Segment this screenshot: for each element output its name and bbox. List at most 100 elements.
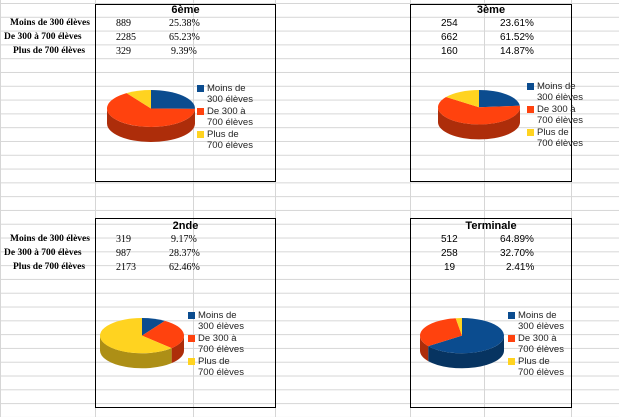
percent-cell[interactable]: 61.52% bbox=[500, 32, 534, 43]
percent-cell[interactable]: 2.41% bbox=[506, 262, 535, 273]
percent-cell[interactable]: 9.17% bbox=[171, 234, 197, 245]
percent-cell[interactable]: 65.23% bbox=[169, 32, 200, 43]
chart-frame-terminale[interactable] bbox=[410, 218, 572, 408]
row-label: Moins de 300 élèves bbox=[10, 234, 90, 244]
legend-label: Moins de 300 élèves bbox=[207, 83, 253, 105]
chart-legend: Moins de 300 élèves De 300 à 700 élèves … bbox=[188, 310, 244, 380]
count-cell[interactable]: 329 bbox=[116, 46, 131, 57]
pie-chart-3eme bbox=[438, 90, 520, 140]
pie-slice-side bbox=[420, 335, 429, 362]
pie-slice bbox=[151, 90, 195, 109]
block-title: Terminale bbox=[465, 220, 517, 232]
legend-item: Plus de 700 élèves bbox=[527, 127, 583, 149]
legend-swatch bbox=[188, 335, 195, 342]
percent-cell[interactable]: 64.89% bbox=[500, 234, 534, 245]
legend-item: Plus de 700 élèves bbox=[188, 356, 244, 378]
column-divider bbox=[484, 0, 485, 417]
count-cell[interactable]: 2285 bbox=[116, 32, 136, 43]
count-cell[interactable]: 160 bbox=[441, 46, 458, 57]
count-cell[interactable]: 987 bbox=[116, 248, 131, 259]
legend-item: Plus de 700 élèves bbox=[508, 356, 564, 378]
legend-swatch bbox=[508, 358, 515, 365]
pie-slice bbox=[455, 318, 462, 336]
pie-chart-terminale bbox=[420, 318, 504, 369]
legend-item: Moins de 300 élèves bbox=[527, 81, 583, 103]
pie-slice bbox=[126, 90, 151, 109]
pie-chart-6eme bbox=[107, 90, 195, 142]
column-divider bbox=[571, 0, 572, 417]
legend-swatch bbox=[197, 108, 204, 115]
chart-legend: Moins de 300 élèves De 300 à 700 élèves … bbox=[527, 81, 583, 151]
legend-item: Plus de 700 élèves bbox=[197, 129, 253, 151]
pie-slice bbox=[99, 318, 172, 354]
legend-item: De 300 à 700 élèves bbox=[508, 333, 564, 355]
pie-slice-side bbox=[171, 335, 184, 364]
block-title: 2nde bbox=[172, 220, 199, 232]
chart-frame-2nde[interactable] bbox=[95, 218, 276, 408]
count-cell[interactable]: 258 bbox=[441, 248, 458, 259]
pie-slice bbox=[142, 318, 165, 336]
count-cell[interactable]: 319 bbox=[116, 234, 131, 245]
legend-label: Plus de 700 élèves bbox=[537, 127, 583, 149]
legend-label: Moins de 300 élèves bbox=[537, 81, 583, 103]
column-divider bbox=[275, 0, 276, 417]
legend-label: De 300 à 700 élèves bbox=[518, 333, 564, 355]
percent-cell[interactable]: 32.70% bbox=[500, 248, 534, 259]
legend-label: Plus de 700 élèves bbox=[518, 356, 564, 378]
legend-item: De 300 à 700 élèves bbox=[197, 106, 253, 128]
pie-slice bbox=[107, 93, 195, 127]
legend-item: Moins de 300 élèves bbox=[197, 83, 253, 105]
legend-item: De 300 à 700 élèves bbox=[527, 104, 583, 126]
pie-slice bbox=[428, 318, 504, 354]
legend-item: Moins de 300 élèves bbox=[188, 310, 244, 332]
column-divider bbox=[193, 0, 194, 417]
legend-swatch bbox=[197, 131, 204, 138]
block-title: 3ème bbox=[476, 4, 506, 16]
legend-swatch bbox=[188, 312, 195, 319]
row-label: De 300 à 700 élèves bbox=[4, 248, 82, 258]
block-title: 6ème bbox=[171, 4, 200, 16]
legend-swatch bbox=[527, 129, 534, 136]
percent-cell[interactable]: 9.39% bbox=[171, 46, 197, 57]
count-cell[interactable]: 889 bbox=[116, 18, 131, 29]
pie-slice bbox=[446, 90, 479, 108]
legend-swatch bbox=[197, 85, 204, 92]
chart-frame-3eme[interactable] bbox=[410, 4, 572, 182]
legend-label: De 300 à 700 élèves bbox=[198, 333, 244, 355]
count-cell[interactable]: 662 bbox=[441, 32, 458, 43]
pie-slice-side bbox=[428, 335, 504, 369]
count-cell[interactable]: 512 bbox=[441, 234, 458, 245]
pie-slice-side bbox=[438, 107, 520, 140]
pie-slice bbox=[142, 320, 184, 349]
row-label: Plus de 700 élèves bbox=[13, 46, 86, 56]
row-label: Plus de 700 élèves bbox=[13, 262, 86, 272]
legend-label: De 300 à 700 élèves bbox=[537, 104, 583, 126]
legend-label: De 300 à 700 élèves bbox=[207, 106, 253, 128]
column-divider bbox=[410, 0, 411, 417]
legend-swatch bbox=[527, 106, 534, 113]
pie-chart-2nde bbox=[99, 318, 184, 369]
legend-swatch bbox=[508, 312, 515, 319]
chart-frame-6eme[interactable] bbox=[95, 4, 276, 182]
row-label: De 300 à 700 élèves bbox=[4, 32, 82, 42]
percent-cell[interactable]: 62.46% bbox=[169, 262, 200, 273]
count-cell[interactable]: 2173 bbox=[116, 262, 136, 273]
pie-slice bbox=[420, 318, 462, 347]
percent-cell[interactable]: 28.37% bbox=[169, 248, 200, 259]
column-divider bbox=[95, 0, 96, 417]
legend-label: Plus de 700 élèves bbox=[198, 356, 244, 378]
pie-slice-side bbox=[107, 108, 195, 142]
percent-cell[interactable]: 25.38% bbox=[169, 18, 200, 29]
chart-legend: Moins de 300 élèves De 300 à 700 élèves … bbox=[508, 310, 564, 380]
legend-label: Moins de 300 élèves bbox=[198, 310, 244, 332]
pie-slice bbox=[438, 96, 520, 125]
legend-swatch bbox=[188, 358, 195, 365]
pie-slice bbox=[479, 90, 520, 108]
percent-cell[interactable]: 14.87% bbox=[500, 46, 534, 57]
legend-item: Moins de 300 élèves bbox=[508, 310, 564, 332]
legend-label: Moins de 300 élèves bbox=[518, 310, 564, 332]
row-label: Moins de 300 élèves bbox=[10, 18, 90, 28]
percent-cell[interactable]: 23.61% bbox=[500, 18, 534, 29]
count-cell[interactable]: 19 bbox=[444, 262, 456, 273]
count-cell[interactable]: 254 bbox=[441, 18, 458, 29]
